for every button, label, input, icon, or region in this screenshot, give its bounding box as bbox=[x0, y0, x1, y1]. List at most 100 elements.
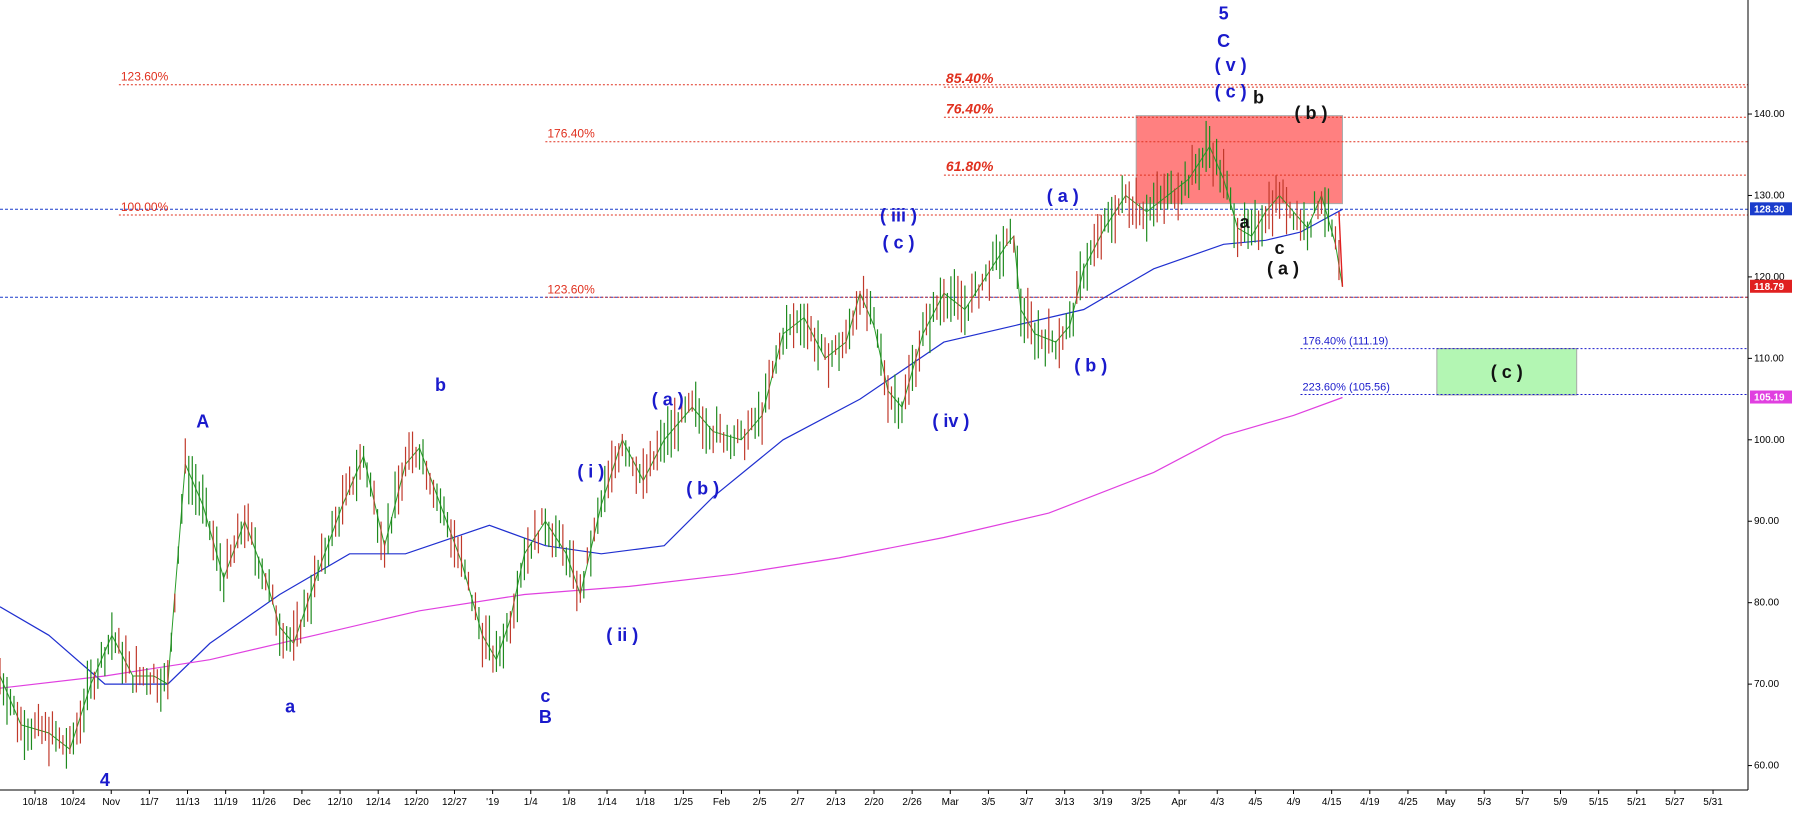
x-tick-label-8: 12/10 bbox=[328, 797, 353, 808]
x-tick-label-11: 12/27 bbox=[442, 797, 467, 808]
x-tick-label-40: 5/9 bbox=[1554, 797, 1568, 808]
x-tick-label-9: 12/14 bbox=[366, 797, 391, 808]
y-tick-label-2: 80.00 bbox=[1754, 598, 1779, 609]
x-tick-label-24: Mar bbox=[942, 797, 960, 808]
zone-1 bbox=[1436, 348, 1578, 396]
x-tick-label-30: Apr bbox=[1171, 797, 1187, 808]
x-tick-label-32: 4/5 bbox=[1248, 797, 1262, 808]
wave-label-1: A bbox=[196, 412, 209, 432]
x-tick-label-1: 10/24 bbox=[61, 797, 86, 808]
x-tick-label-22: 2/20 bbox=[864, 797, 884, 808]
wave-label-0: 4 bbox=[100, 770, 110, 790]
x-tick-label-16: 1/18 bbox=[635, 797, 655, 808]
wave-label-23: ( a ) bbox=[1267, 258, 1299, 278]
x-tick-label-4: 11/13 bbox=[175, 797, 200, 808]
wave-label-14: ( b ) bbox=[1074, 355, 1107, 375]
x-tick-label-13: 1/4 bbox=[524, 797, 538, 808]
moving-averages-layer bbox=[0, 208, 1343, 689]
wave-label-16: C bbox=[1217, 31, 1230, 51]
fib-label-8: 223.60% (105.56) bbox=[1303, 382, 1390, 394]
x-tick-label-2: Nov bbox=[102, 797, 120, 808]
x-tick-label-44: 5/31 bbox=[1703, 797, 1723, 808]
x-tick-label-14: 1/8 bbox=[562, 797, 576, 808]
x-tick-label-17: 1/25 bbox=[674, 797, 694, 808]
wave-label-3: b bbox=[435, 375, 446, 395]
zone-label-1: ( c ) bbox=[1491, 362, 1523, 382]
x-tick-label-15: 1/14 bbox=[597, 797, 617, 808]
wave-label-13: ( a ) bbox=[1047, 186, 1079, 206]
x-tick-label-25: 3/5 bbox=[981, 797, 995, 808]
x-tick-label-19: 2/5 bbox=[753, 797, 767, 808]
x-tick-label-3: 11/7 bbox=[140, 797, 159, 808]
price-tag-bg-1 bbox=[1750, 279, 1792, 293]
price-tag-bg-2 bbox=[1750, 390, 1792, 404]
x-tick-label-42: 5/21 bbox=[1627, 797, 1647, 808]
fib-label-4: 61.80% bbox=[946, 158, 994, 174]
x-tick-label-36: 4/25 bbox=[1398, 797, 1418, 808]
wave-label-4: c bbox=[540, 686, 550, 706]
fib-label-5: 100.00% bbox=[121, 200, 169, 214]
wave-label-2: a bbox=[285, 697, 296, 717]
fib-label-2: 76.40% bbox=[946, 100, 994, 116]
x-tick-label-21: 2/13 bbox=[826, 797, 846, 808]
wave-label-15: 5 bbox=[1219, 4, 1229, 24]
wave-label-6: ( i ) bbox=[577, 461, 604, 481]
y-tick-label-3: 90.00 bbox=[1754, 516, 1779, 527]
x-tick-label-12: '19 bbox=[486, 797, 499, 808]
x-tick-label-10: 12/20 bbox=[404, 797, 429, 808]
wave-label-12: ( iv ) bbox=[932, 411, 969, 431]
x-tick-label-39: 5/7 bbox=[1515, 797, 1529, 808]
fib-label-0: 123.60% bbox=[121, 70, 169, 84]
x-tick-label-41: 5/15 bbox=[1589, 797, 1609, 808]
price-tag-bg-0 bbox=[1750, 202, 1792, 216]
y-tick-label-1: 70.00 bbox=[1754, 679, 1779, 690]
y-tick-label-8: 140.00 bbox=[1754, 109, 1785, 120]
x-tick-label-6: 11/26 bbox=[252, 797, 277, 808]
wave-label-9: ( b ) bbox=[686, 478, 719, 498]
x-tick-label-26: 3/7 bbox=[1020, 797, 1034, 808]
x-tick-label-27: 3/13 bbox=[1055, 797, 1075, 808]
wave-label-17: ( v ) bbox=[1215, 55, 1247, 75]
fib-label-7: 176.40% (111.19) bbox=[1303, 336, 1389, 348]
last-drop bbox=[1338, 211, 1344, 287]
wave-label-8: ( a ) bbox=[652, 390, 684, 410]
x-tick-label-43: 5/27 bbox=[1665, 797, 1685, 808]
y-tick-label-4: 100.00 bbox=[1754, 435, 1785, 446]
wave-label-5: B bbox=[539, 707, 552, 727]
wave-label-10: ( iii ) bbox=[880, 206, 917, 226]
wave-label-7: ( ii ) bbox=[606, 625, 638, 645]
fib-label-1: 85.40% bbox=[946, 70, 994, 86]
x-tick-label-31: 4/3 bbox=[1210, 797, 1224, 808]
y-tick-label-0: 60.00 bbox=[1754, 761, 1779, 772]
price-tag-1: 118.79 bbox=[1754, 282, 1784, 293]
y-tick-label-6: 120.00 bbox=[1754, 272, 1785, 283]
wave-label-21: a bbox=[1240, 212, 1251, 232]
wave-label-19: b bbox=[1253, 87, 1264, 107]
x-tick-label-23: 2/26 bbox=[902, 797, 922, 808]
fib-label-3: 176.40% bbox=[547, 127, 595, 141]
y-tick-label-5: 110.00 bbox=[1754, 353, 1784, 364]
wave-label-18: ( c ) bbox=[1215, 82, 1247, 102]
fib-label-6: 123.60% bbox=[547, 282, 595, 296]
x-tick-label-34: 4/15 bbox=[1322, 797, 1342, 808]
wave-label-22: c bbox=[1275, 238, 1285, 258]
x-tick-label-28: 3/19 bbox=[1093, 797, 1113, 808]
x-tick-label-38: 5/3 bbox=[1477, 797, 1491, 808]
price-tag-0: 128.30 bbox=[1754, 204, 1785, 215]
wave-label-11: ( c ) bbox=[882, 232, 914, 252]
price-tag-2: 105.19 bbox=[1754, 393, 1785, 404]
x-tick-label-18: Feb bbox=[713, 797, 731, 808]
y-tick-label-7: 130.00 bbox=[1754, 190, 1785, 201]
ma-line-0 bbox=[0, 208, 1343, 685]
x-tick-label-20: 2/7 bbox=[791, 797, 805, 808]
x-tick-label-5: 11/19 bbox=[214, 797, 239, 808]
x-tick-label-35: 4/19 bbox=[1360, 797, 1380, 808]
x-tick-label-29: 3/25 bbox=[1131, 797, 1151, 808]
x-tick-label-33: 4/9 bbox=[1287, 797, 1301, 808]
fib-lines-layer: 123.60% 85.40% 76.40% 176.40% 61.80% 100.00% 1… bbox=[0, 70, 1748, 396]
wave-label-20: ( b ) bbox=[1295, 103, 1328, 123]
price-layer bbox=[0, 120, 1344, 769]
